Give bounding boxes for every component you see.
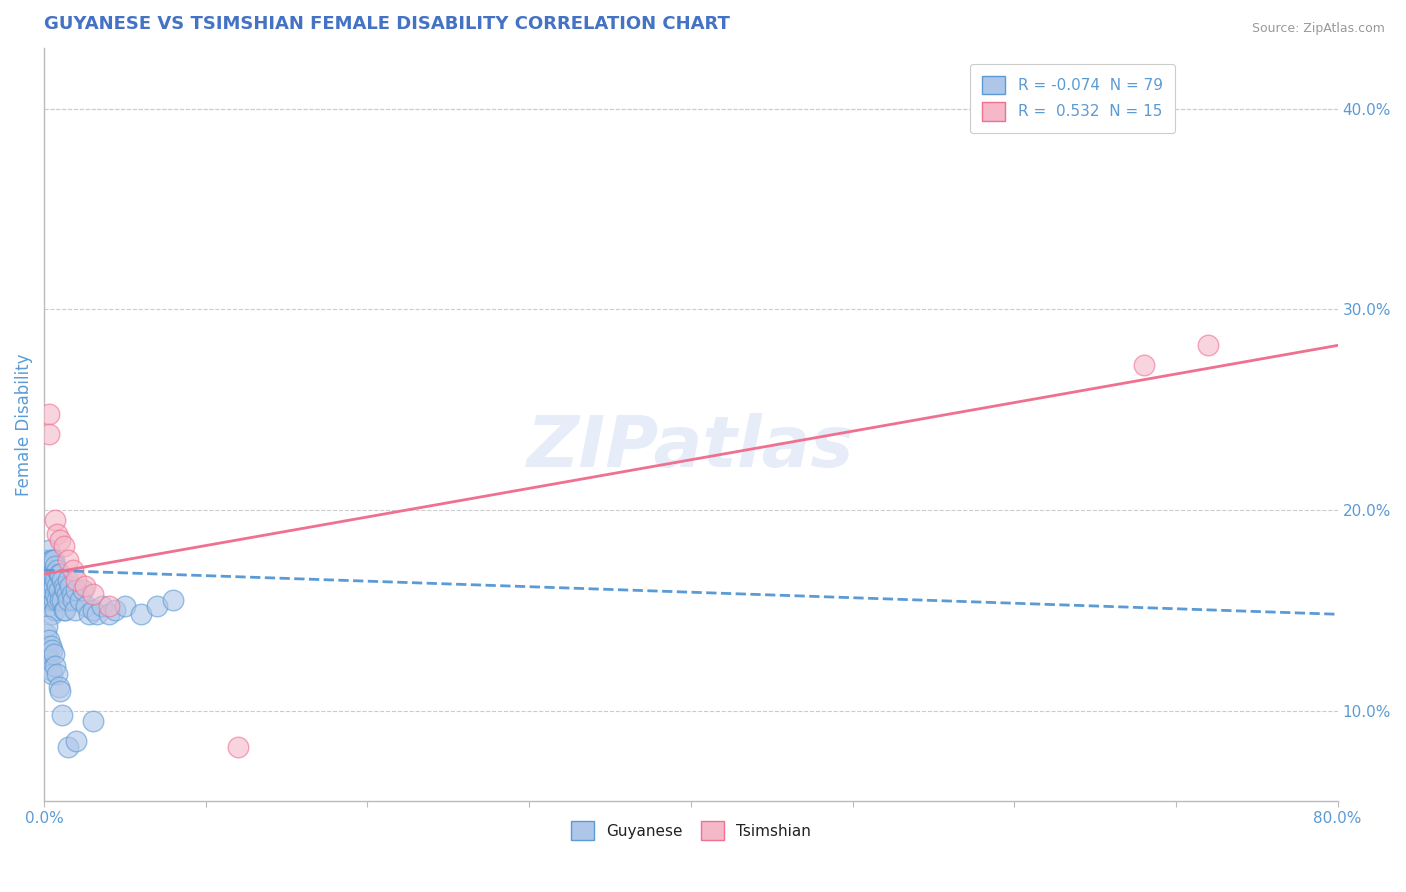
Point [44, 587, 66, 601]
Point [44, 513, 66, 527]
Point [48, 567, 70, 582]
Point [55, 587, 77, 601]
Point [58, 593, 80, 607]
Point [41, 583, 63, 598]
Point [65, 733, 87, 747]
Point [129, 607, 152, 622]
Point [39, 579, 62, 593]
Point [44, 603, 66, 617]
Point [62, 563, 84, 577]
Point [37, 583, 59, 598]
Point [1197, 338, 1219, 352]
Point [38, 599, 60, 614]
Point [65, 573, 87, 587]
Text: GUYANESE VS TSIMSHIAN FEMALE DISABILITY CORRELATION CHART: GUYANESE VS TSIMSHIAN FEMALE DISABILITY … [44, 15, 730, 33]
Point [58, 553, 80, 567]
Point [38, 407, 60, 421]
Point [39, 593, 62, 607]
Point [63, 603, 86, 617]
Text: ZIPatlas: ZIPatlas [527, 413, 855, 482]
Point [46, 593, 69, 607]
Point [41, 553, 63, 567]
Point [35, 648, 58, 662]
Point [38, 543, 60, 558]
Point [162, 593, 184, 607]
Point [49, 533, 72, 547]
Point [52, 603, 75, 617]
Point [35, 553, 58, 567]
Point [44, 573, 66, 587]
Point [58, 573, 80, 587]
Point [42, 593, 65, 607]
Point [75, 599, 97, 614]
Legend: Guyanese, Tsimshian: Guyanese, Tsimshian [565, 815, 817, 846]
Point [41, 567, 63, 582]
Point [72, 583, 94, 598]
Point [1132, 359, 1154, 373]
Point [38, 653, 60, 667]
Text: Source: ZipAtlas.com: Source: ZipAtlas.com [1251, 22, 1385, 36]
Point [41, 667, 63, 681]
Point [46, 563, 69, 577]
Point [46, 579, 69, 593]
Point [44, 659, 66, 673]
Point [38, 633, 60, 648]
Point [51, 593, 73, 607]
Point [42, 567, 65, 582]
Point [41, 607, 63, 622]
Point [69, 593, 91, 607]
Point [65, 583, 87, 598]
Point [48, 583, 70, 598]
Y-axis label: Female Disability: Female Disability [15, 353, 32, 496]
Point [60, 587, 83, 601]
Point [58, 739, 80, 754]
Point [46, 527, 69, 541]
Point [62, 593, 84, 607]
Point [59, 579, 82, 593]
Point [104, 603, 127, 617]
Point [37, 643, 59, 657]
Point [51, 573, 73, 587]
Point [49, 683, 72, 698]
Point [37, 563, 59, 577]
Point [52, 579, 75, 593]
Point [49, 593, 72, 607]
Point [35, 573, 58, 587]
Point [44, 559, 66, 574]
Point [37, 619, 59, 633]
Point [114, 599, 136, 614]
Point [82, 587, 104, 601]
Point [39, 640, 62, 654]
Point [39, 664, 62, 678]
Point [86, 607, 108, 622]
Point [146, 599, 169, 614]
Point [49, 567, 72, 582]
Point [38, 559, 60, 574]
Point [39, 553, 62, 567]
Point [39, 567, 62, 582]
Point [82, 714, 104, 728]
Point [37, 593, 59, 607]
Point [53, 603, 76, 617]
Point [42, 579, 65, 593]
Point [42, 648, 65, 662]
Point [52, 539, 75, 553]
Point [91, 599, 114, 614]
Point [51, 707, 73, 722]
Point [79, 607, 101, 622]
Point [97, 599, 120, 614]
Point [48, 680, 70, 694]
Point [38, 573, 60, 587]
Point [35, 627, 58, 641]
Point [41, 643, 63, 657]
Point [53, 583, 76, 598]
Point [226, 739, 249, 754]
Point [82, 603, 104, 617]
Point [38, 426, 60, 441]
Point [46, 667, 69, 681]
Point [73, 579, 96, 593]
Point [38, 587, 60, 601]
Point [42, 553, 65, 567]
Point [97, 607, 120, 622]
